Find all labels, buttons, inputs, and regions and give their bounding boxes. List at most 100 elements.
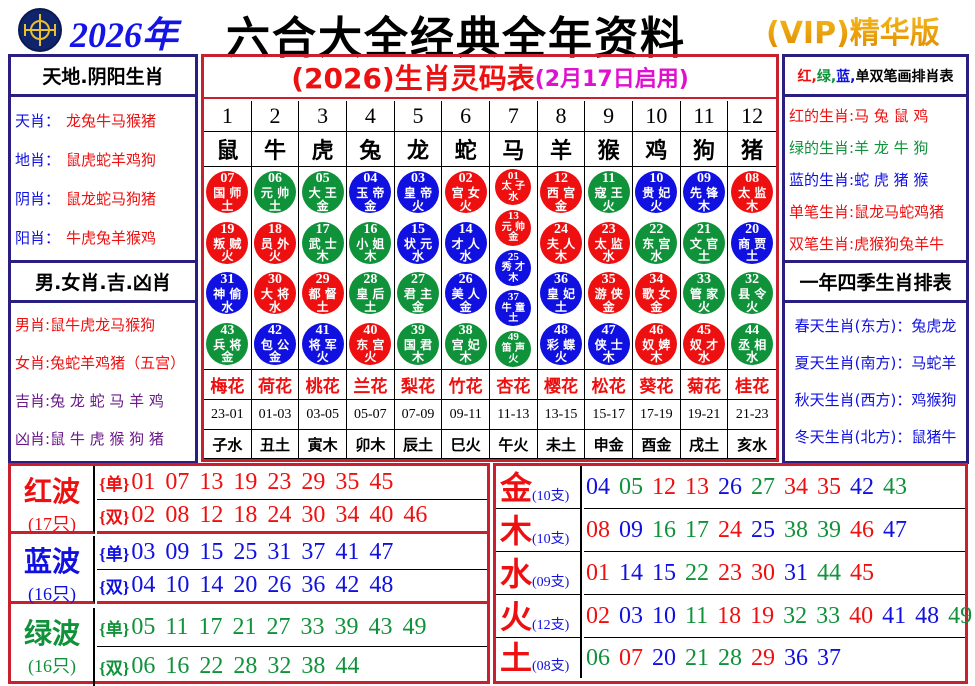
- row-value: 兔 龙 蛇 马 羊 鸡: [50, 391, 164, 410]
- column-number: 9: [585, 101, 633, 132]
- ball-number: 21: [696, 221, 711, 237]
- season-row: 春天生肖(东方)：兔虎龙: [794, 317, 957, 335]
- wave-number: 27: [266, 613, 291, 640]
- column-number: 8: [537, 101, 586, 132]
- ball-number: 48: [553, 322, 568, 338]
- ball-title: 玉 帝: [356, 186, 385, 200]
- element-row: 04 05 12 13 26 27 34 35 42 43: [584, 466, 965, 509]
- wave-number: 11: [165, 613, 189, 640]
- ball-title: 游 侠: [594, 287, 623, 301]
- row-value: 鼠龙马蛇鸡猪: [854, 202, 945, 221]
- ball-number: 15: [410, 221, 425, 237]
- ball-title: 皇 后: [356, 287, 385, 301]
- season-row: 冬天生肖(北方)：鼠猪牛: [794, 428, 957, 446]
- ball-element: 火: [364, 350, 377, 365]
- wave-number: 16: [165, 653, 190, 679]
- element-number: 14: [619, 559, 643, 586]
- element-number: 11: [685, 602, 709, 629]
- wave-number: 40: [369, 502, 394, 528]
- ball-title: 兵 将: [213, 337, 242, 352]
- wave-number: 32: [267, 653, 292, 679]
- ball-column: 06 元 帅土 18 员 外火 30 大 将水 42 包 公金: [251, 167, 300, 370]
- wave-number: 20: [233, 572, 258, 598]
- column-number: 11: [680, 101, 729, 132]
- ball-element: 水: [268, 299, 281, 314]
- table-title: (2026)生肖灵码表 (2月17日启用): [204, 57, 776, 99]
- element-number: 01: [586, 559, 610, 586]
- ball-title: 小 姐: [356, 236, 385, 251]
- season-row: 秋天生肖(西方)：鸡猴狗: [794, 391, 957, 409]
- ball-title: 宫 女: [451, 186, 480, 200]
- number-ball: 09 先 锋木: [682, 171, 725, 214]
- season-row: 夏天生肖(南方)：马蛇羊: [794, 354, 957, 372]
- number-ball: 28 皇 后土: [349, 272, 392, 315]
- element-number: 26: [718, 473, 742, 500]
- ball-title: 奴 才: [689, 337, 719, 352]
- zodiac-9: 猴: [585, 132, 633, 167]
- ball-column: 07 国 师土 19 叛 贼火 31 神 偷水 43 兵 将金: [204, 167, 252, 370]
- element-number: 15: [652, 559, 676, 586]
- ball-element: 火: [268, 249, 281, 264]
- zodiac-12: 猪: [728, 132, 776, 167]
- number-ball: 32 县 令火: [731, 272, 774, 315]
- five-elements-table: 金 (10支) 04 05 12 13 26 27 34 35 42 43 木 (10支) 08 09 16 17…: [493, 463, 972, 684]
- logo: [18, 8, 62, 52]
- row-key: 地肖：: [15, 151, 61, 169]
- number-ball: 22 东 宫水: [635, 221, 678, 264]
- element-number: 33: [816, 602, 841, 629]
- number-ball: 21 文 官土: [682, 221, 725, 264]
- ball-title: 包 公: [260, 337, 290, 352]
- element-number: 22: [685, 559, 709, 586]
- gender-row: 凶肖: 鼠 牛 虎 猴 狗 猪: [11, 419, 195, 457]
- flower: 竹花: [442, 370, 490, 400]
- ball-title: 宫 妃: [451, 337, 480, 352]
- ball-element: 木: [411, 350, 424, 365]
- ball-number: 29: [315, 272, 330, 288]
- ball-element: 水: [508, 191, 519, 203]
- ball-number: 31: [220, 272, 235, 288]
- ball-element: 土: [746, 249, 759, 264]
- number-ball: 23 太 监水: [587, 221, 630, 264]
- flower: 荷花: [251, 370, 300, 400]
- ball-column: 08 太 监木 20 商 贾土 32 县 令火 44 丞 相水: [728, 167, 776, 370]
- wave-number: 07: [165, 469, 190, 495]
- number-ball: 24 夫 人木: [539, 221, 582, 264]
- color-stroke-header: 红, 绿, 蓝, 单双笔画排肖表: [785, 57, 966, 97]
- header-part: 单双笔画排肖表: [855, 68, 954, 85]
- flower: 桂花: [728, 370, 776, 400]
- element-count: (10支): [532, 532, 570, 547]
- number-ball: 37 牛 童土: [495, 290, 532, 327]
- element-count: (10支): [532, 489, 570, 504]
- number-ball: 11 寇 王火: [587, 171, 630, 214]
- time-range: 11-13: [490, 400, 538, 430]
- element-row: 08 09 16 17 24 25 38 39 46 47: [584, 509, 965, 552]
- wave-number: 15: [199, 539, 224, 565]
- earthly-branch: 未土: [537, 430, 586, 459]
- time-range: 13-15: [537, 400, 586, 430]
- ball-number: 24: [553, 221, 568, 237]
- ball-number: 04: [363, 171, 378, 187]
- element-number: 42: [850, 473, 874, 500]
- ball-column: 05 大 王金 17 武 士木 29 都 督土 41 将 军火: [299, 167, 347, 370]
- ball-title: 贵 妃: [642, 186, 671, 200]
- element-number: 44: [817, 559, 841, 586]
- column-number: 5: [394, 101, 443, 132]
- row-value: 鼠龙蛇马狗猪: [66, 190, 157, 208]
- ball-title: 夫 人: [546, 236, 576, 251]
- element-number: 05: [619, 473, 643, 500]
- ball-number: 41: [315, 322, 330, 338]
- ball-title: 状 元: [403, 236, 433, 251]
- edition-label: (VIP)精华版: [766, 8, 940, 52]
- element-number: 06: [586, 644, 610, 671]
- number-ball: 43 兵 将金: [206, 322, 249, 365]
- number-ball: 27 君 主金: [396, 272, 439, 315]
- ball-element: 土: [508, 313, 519, 325]
- element-number: 48: [915, 602, 940, 629]
- earthly-branch: 亥水: [728, 430, 776, 459]
- number-ball: 49 笛 声火: [495, 330, 532, 367]
- color-row: 双笔生肖: 虎猴狗兔羊牛: [785, 227, 966, 259]
- wave-number: 35: [335, 469, 360, 495]
- wave-count: (16只): [28, 584, 76, 604]
- wave-number: 10: [165, 572, 190, 598]
- number-ball: 41 将 军火: [301, 322, 344, 365]
